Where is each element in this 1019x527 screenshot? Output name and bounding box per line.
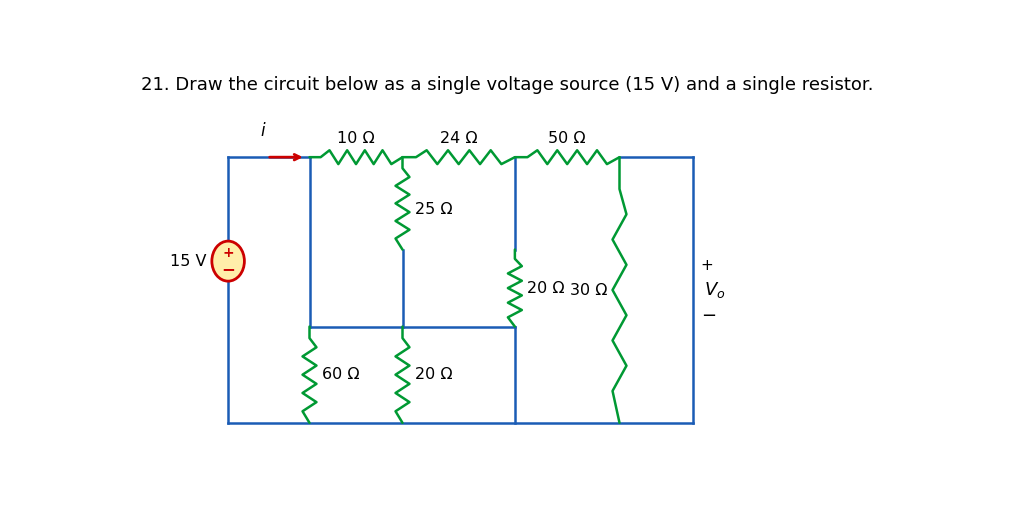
Text: 24 Ω: 24 Ω	[440, 131, 478, 147]
Text: 21. Draw the circuit below as a single voltage source (15 V) and a single resist: 21. Draw the circuit below as a single v…	[142, 76, 874, 94]
Text: 25 Ω: 25 Ω	[415, 202, 452, 217]
Text: 60 Ω: 60 Ω	[322, 367, 360, 382]
Text: −: −	[221, 260, 235, 278]
Text: +: +	[701, 258, 713, 273]
Ellipse shape	[212, 241, 245, 281]
Text: 20 Ω: 20 Ω	[415, 367, 452, 382]
Text: 50 Ω: 50 Ω	[548, 131, 586, 147]
Text: 10 Ω: 10 Ω	[337, 131, 375, 147]
Text: −: −	[701, 307, 716, 325]
Text: 20 Ω: 20 Ω	[527, 280, 565, 296]
Text: 15 V: 15 V	[170, 253, 207, 269]
Text: $i$: $i$	[260, 122, 266, 140]
Text: 30 Ω: 30 Ω	[570, 282, 607, 298]
Text: +: +	[222, 247, 234, 260]
Text: $V_o$: $V_o$	[704, 280, 726, 300]
